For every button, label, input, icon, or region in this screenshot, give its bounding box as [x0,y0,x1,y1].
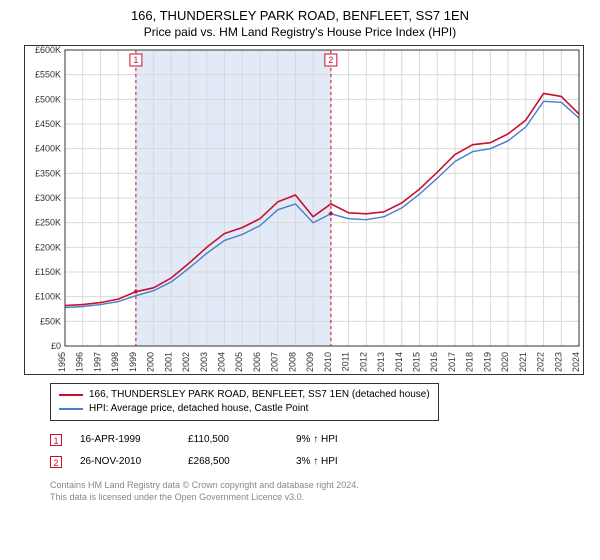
sale-price: £110,500 [188,429,278,451]
svg-text:2013: 2013 [376,352,386,372]
svg-text:2007: 2007 [270,352,280,372]
sales-table: 1 16-APR-1999 £110,500 9% ↑ HPI 2 26-NOV… [50,429,590,473]
svg-text:£300K: £300K [35,193,61,203]
svg-text:2018: 2018 [465,352,475,372]
svg-text:£350K: £350K [35,168,61,178]
svg-text:2023: 2023 [553,352,563,372]
svg-text:£200K: £200K [35,242,61,252]
svg-text:£550K: £550K [35,70,61,80]
svg-text:2003: 2003 [199,352,209,372]
svg-text:2011: 2011 [341,352,351,371]
svg-text:2014: 2014 [394,352,404,372]
sale-date: 26-NOV-2010 [80,451,170,473]
svg-text:2010: 2010 [323,352,333,372]
svg-text:£450K: £450K [35,119,61,129]
line-chart: £0 £50K £100K £150K £200K £250K £300K £350K £400… [24,45,584,375]
legend-label: HPI: Average price, detached house, Cast… [89,402,308,416]
legend-item: HPI: Average price, detached house, Cast… [59,402,430,416]
legend-item: 166, THUNDERSLEY PARK ROAD, BENFLEET, SS… [59,388,430,402]
svg-text:2000: 2000 [146,352,156,372]
sale-price: £268,500 [188,451,278,473]
svg-text:1996: 1996 [75,352,85,372]
svg-text:2005: 2005 [234,352,244,372]
credits: Contains HM Land Registry data © Crown c… [50,479,590,503]
chart-container: 166, THUNDERSLEY PARK ROAD, BENFLEET, SS… [0,0,600,509]
svg-text:2004: 2004 [217,352,227,372]
legend-label: 166, THUNDERSLEY PARK ROAD, BENFLEET, SS… [89,388,430,402]
sale-row: 1 16-APR-1999 £110,500 9% ↑ HPI [50,429,590,451]
svg-text:2002: 2002 [181,352,191,372]
svg-text:2020: 2020 [500,352,510,372]
svg-text:2021: 2021 [518,352,528,372]
svg-text:2024: 2024 [571,352,581,372]
chart-title-subtitle: Price paid vs. HM Land Registry's House … [10,25,590,39]
sale-date: 16-APR-1999 [80,429,170,451]
legend: 166, THUNDERSLEY PARK ROAD, BENFLEET, SS… [50,383,439,421]
svg-text:1995: 1995 [57,352,67,372]
svg-text:1998: 1998 [110,352,120,372]
svg-text:2017: 2017 [447,352,457,372]
svg-text:1997: 1997 [92,352,102,372]
svg-text:£500K: £500K [35,94,61,104]
svg-text:2009: 2009 [305,352,315,372]
svg-text:1: 1 [133,55,138,65]
svg-text:2015: 2015 [411,352,421,372]
svg-text:2016: 2016 [429,352,439,372]
sale-marker: 1 [50,434,62,446]
svg-text:£400K: £400K [35,144,61,154]
svg-text:£250K: £250K [35,218,61,228]
svg-text:2012: 2012 [358,352,368,372]
svg-text:£600K: £600K [35,46,61,55]
svg-text:2: 2 [328,55,333,65]
svg-text:2008: 2008 [287,352,297,372]
svg-text:£150K: £150K [35,267,61,277]
svg-text:2019: 2019 [482,352,492,372]
sale-diff: 3% ↑ HPI [296,451,386,473]
legend-swatch [59,394,83,396]
sale-marker: 2 [50,456,62,468]
sale-diff: 9% ↑ HPI [296,429,386,451]
credits-line: Contains HM Land Registry data © Crown c… [50,479,590,491]
svg-text:1999: 1999 [128,352,138,372]
sale-row: 2 26-NOV-2010 £268,500 3% ↑ HPI [50,451,590,473]
svg-text:£50K: £50K [40,316,61,326]
svg-text:£100K: £100K [35,292,61,302]
svg-text:2001: 2001 [163,352,173,372]
svg-text:2022: 2022 [536,352,546,372]
svg-text:£0: £0 [51,341,61,351]
legend-swatch [59,408,83,410]
svg-text:2006: 2006 [252,352,262,372]
chart-title-address: 166, THUNDERSLEY PARK ROAD, BENFLEET, SS… [10,8,590,23]
credits-line: This data is licensed under the Open Gov… [50,491,590,503]
